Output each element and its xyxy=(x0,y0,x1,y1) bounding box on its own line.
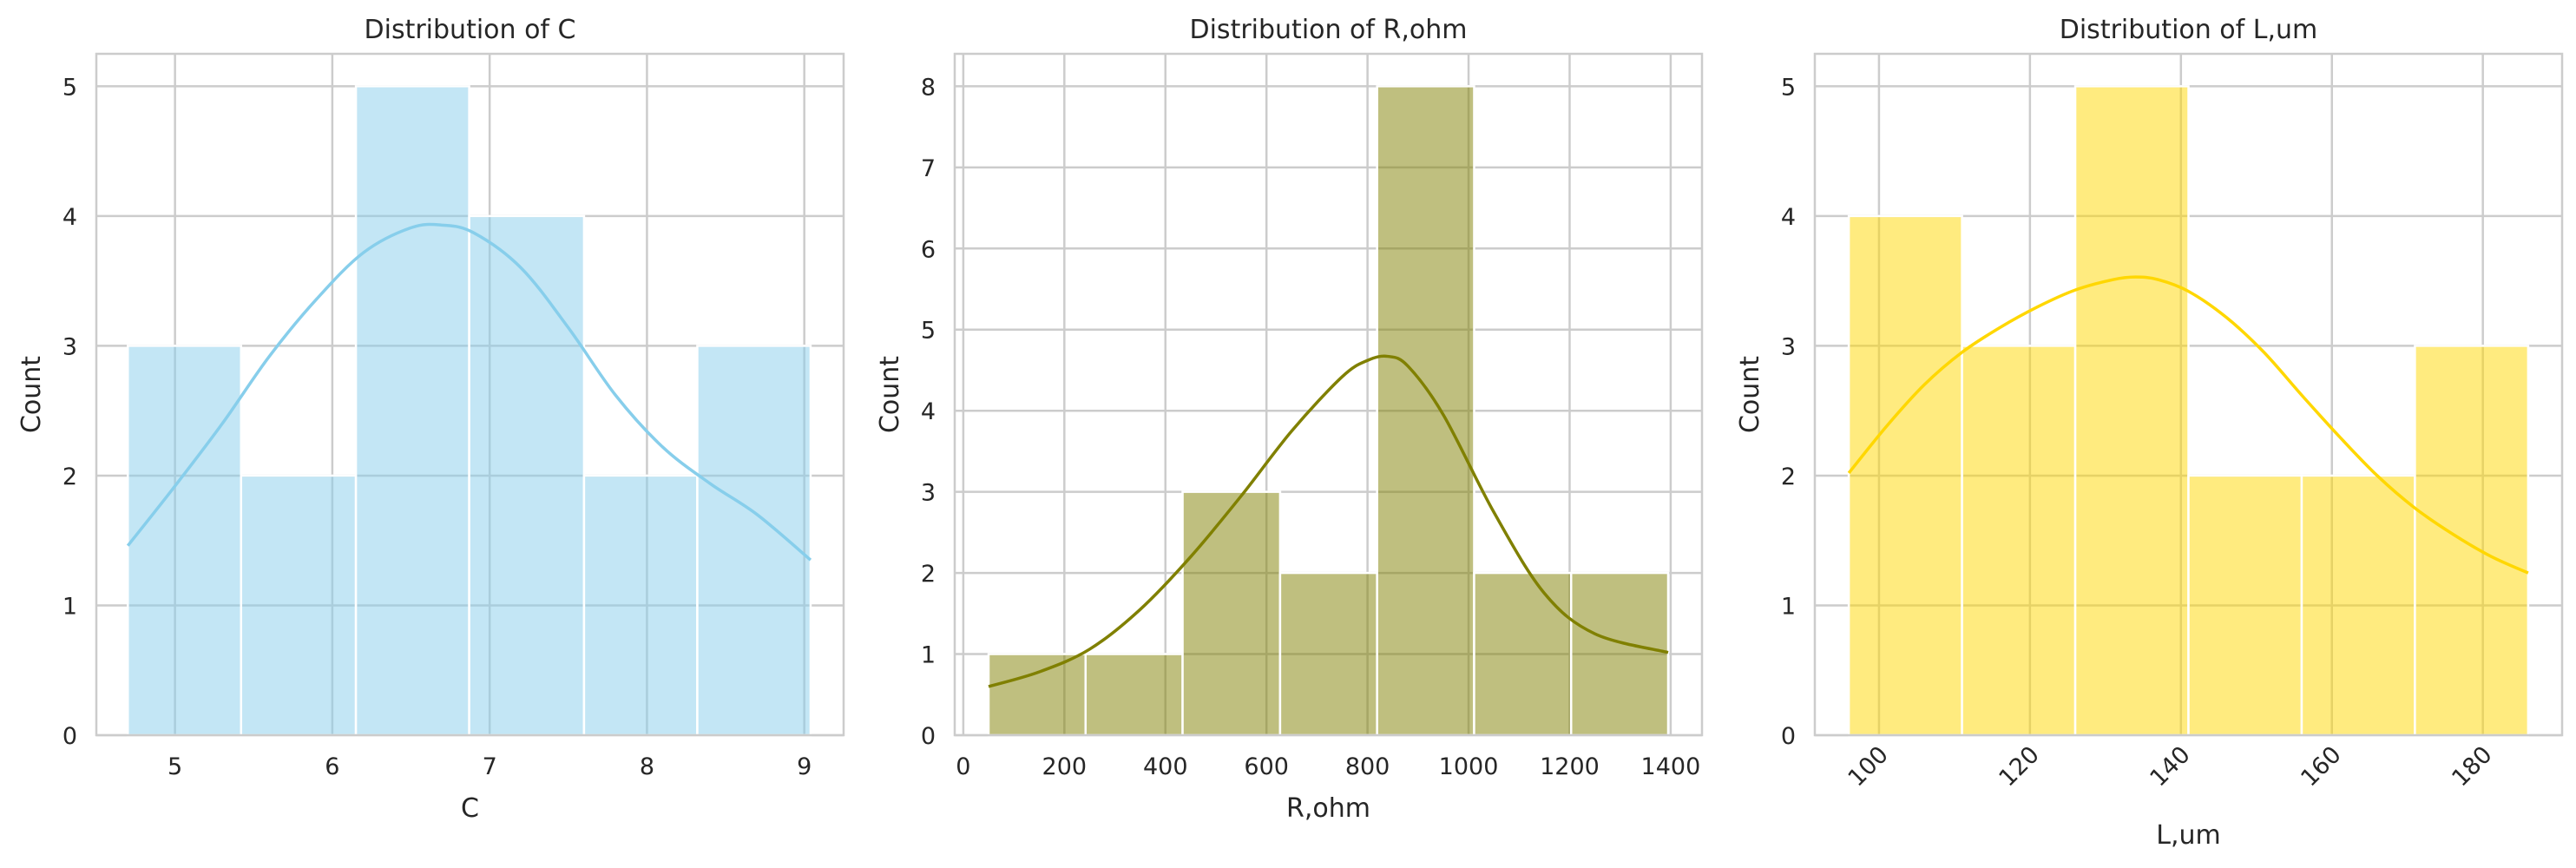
x-tick-label: 100 xyxy=(1843,741,1894,792)
y-tick-label: 1 xyxy=(921,642,936,669)
histogram-bar xyxy=(354,85,470,737)
x-tick-label: 200 xyxy=(1042,753,1088,780)
histogram-bar xyxy=(2414,345,2530,737)
chart-panel-3: 0 1 2 3 4 5 100 120 140 160 180 Distribution of L,u… xyxy=(1735,15,2564,851)
y-tick-label: 3 xyxy=(921,480,936,507)
histogram-bar xyxy=(2300,474,2416,737)
y-tick-label: 3 xyxy=(1781,333,1796,360)
histogram-bar xyxy=(987,653,1088,737)
y-tick-label: 1 xyxy=(62,593,77,620)
kde-curve xyxy=(988,354,1669,688)
y-tick-label: 6 xyxy=(921,236,936,263)
x-tick-label: 1200 xyxy=(1540,753,1600,780)
y-tick-label: 2 xyxy=(921,561,936,588)
histogram-bar xyxy=(468,214,586,737)
x-tick-label: 400 xyxy=(1143,753,1188,780)
x-tick-label: 8 xyxy=(640,753,654,780)
x-tick-label: 600 xyxy=(1244,753,1289,780)
y-axis-label: Count xyxy=(875,356,905,433)
x-tick-label: 1400 xyxy=(1641,753,1701,780)
y-tick-label: 0 xyxy=(921,723,936,750)
histogram-bar xyxy=(1569,571,1670,737)
y-axis-label: Count xyxy=(16,356,47,433)
chart-title: Distribution of C xyxy=(365,15,576,45)
y-tick-label: 4 xyxy=(1781,204,1796,231)
histogram-bar xyxy=(1181,490,1282,737)
histogram-bar xyxy=(1278,571,1378,737)
x-tick-label: 5 xyxy=(168,753,182,780)
y-tick-label: 4 xyxy=(62,204,77,231)
y-tick-label: 5 xyxy=(921,318,936,345)
y-tick-label: 1 xyxy=(1781,593,1796,620)
histogram-bar xyxy=(696,345,812,737)
x-tick-label: 800 xyxy=(1345,753,1390,780)
kde-curve xyxy=(126,222,812,562)
x-tick-label: 180 xyxy=(2447,741,2497,792)
x-axis-label: L,um xyxy=(2156,820,2221,851)
chart-title: Distribution of R,ohm xyxy=(1190,15,1468,45)
y-axis-label: Count xyxy=(1735,356,1765,433)
chart-panel-2: 0 1 2 3 4 5 6 7 8 0 200 400 600 800 1000 1200 1400 Distri… xyxy=(875,15,1704,824)
y-tick-label: 5 xyxy=(1781,74,1796,101)
histogram-bar xyxy=(1847,214,1963,737)
y-tick-label: 7 xyxy=(921,155,936,182)
histogram-bar xyxy=(2073,85,2190,737)
plot-frame xyxy=(95,52,845,737)
plot-frame xyxy=(1813,52,2564,737)
histogram-bar xyxy=(1376,85,1475,737)
y-tick-label: 4 xyxy=(921,398,936,425)
histogram-bar xyxy=(240,474,358,737)
x-tick-label: 0 xyxy=(956,753,970,780)
x-tick-label: 160 xyxy=(2296,741,2346,792)
x-tick-label: 9 xyxy=(797,753,812,780)
histogram-bar xyxy=(2187,474,2303,737)
y-tick-label: 2 xyxy=(1781,464,1796,490)
plot-frame xyxy=(953,52,1704,737)
y-tick-label: 0 xyxy=(1781,723,1796,750)
histogram-bar xyxy=(1084,653,1184,737)
x-tick-label: 120 xyxy=(1994,741,2044,792)
y-tick-label: 2 xyxy=(62,464,77,490)
chart-title: Distribution of L,um xyxy=(2060,15,2318,45)
y-tick-label: 0 xyxy=(62,723,77,750)
y-tick-label: 5 xyxy=(62,74,77,101)
x-axis-label: C xyxy=(461,793,479,824)
chart-panel-1: 0 1 2 3 4 5 5 6 7 8 9 Distribution of C C Count xyxy=(16,15,845,824)
x-tick-label: 1000 xyxy=(1439,753,1499,780)
y-tick-label: 8 xyxy=(921,74,936,101)
histogram-bar xyxy=(127,345,243,737)
x-tick-label: 7 xyxy=(483,753,497,780)
x-axis-label: R,ohm xyxy=(1286,793,1370,824)
histogram-bar xyxy=(582,474,699,737)
kde-curve xyxy=(1847,275,2529,575)
x-tick-label: 6 xyxy=(325,753,339,780)
y-tick-label: 3 xyxy=(62,333,77,360)
histogram-bar xyxy=(1473,571,1573,737)
x-tick-label: 140 xyxy=(2145,741,2195,792)
histogram-bar xyxy=(1961,345,2077,737)
